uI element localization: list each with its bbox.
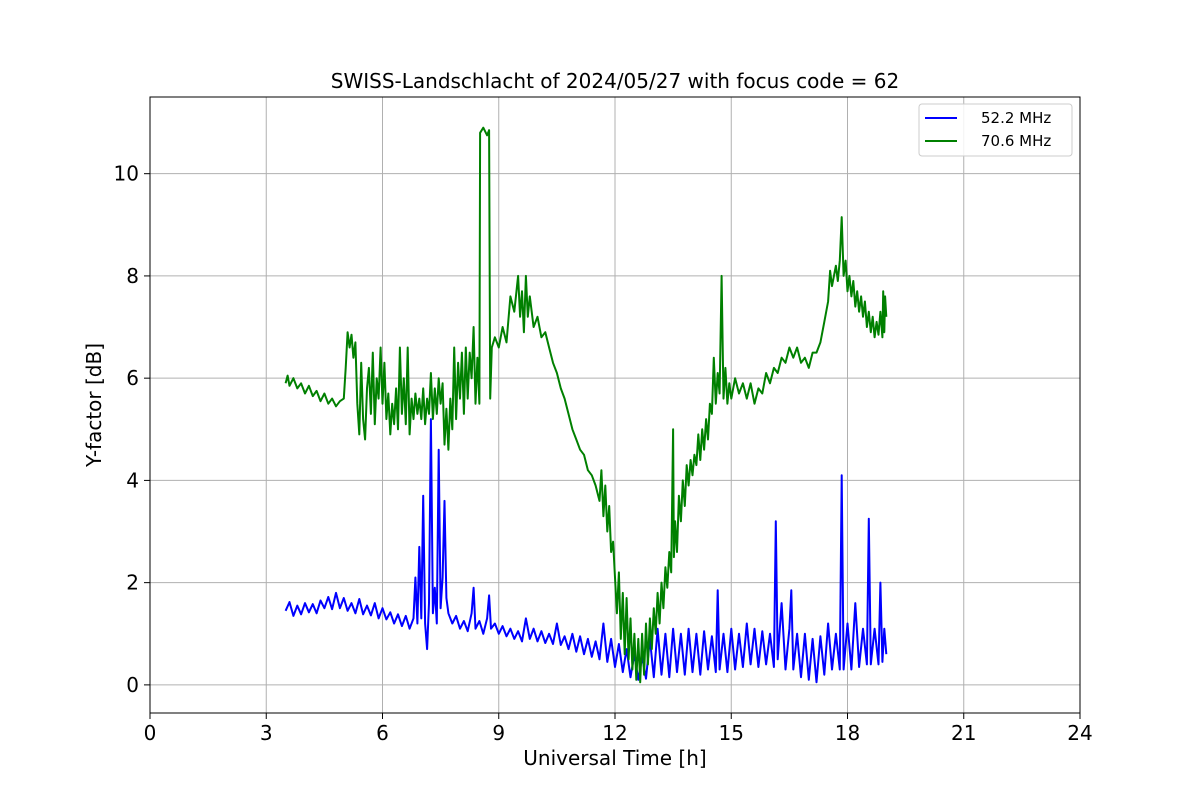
legend: 52.2 MHz 70.6 MHz xyxy=(918,103,1073,157)
x-tick-label: 21 xyxy=(951,721,976,745)
x-gridlines xyxy=(149,97,1081,713)
x-tick-label: 9 xyxy=(492,721,505,745)
y-tick-label: 0 xyxy=(126,673,139,697)
y-tick-label: 10 xyxy=(114,162,139,186)
y-axis-ticks: 0 2 4 6 8 10 xyxy=(114,162,150,697)
series-line-0 xyxy=(284,418,888,684)
x-tick-label: 15 xyxy=(719,721,744,745)
x-tick-label: 12 xyxy=(602,721,627,745)
x-tick-label: 24 xyxy=(1067,721,1092,745)
y-gridlines xyxy=(150,173,1080,686)
x-axis-ticks: 0 3 6 9 12 15 18 21 24 xyxy=(144,713,1093,745)
x-tick-label: 18 xyxy=(835,721,860,745)
x-tick-label: 0 xyxy=(144,721,157,745)
y-tick-label: 4 xyxy=(126,468,139,492)
x-tick-label: 6 xyxy=(376,721,389,745)
chart-title: SWISS-Landschlacht of 2024/05/27 with fo… xyxy=(331,69,899,93)
legend-box xyxy=(918,103,1073,157)
y-tick-label: 2 xyxy=(126,571,139,595)
y-axis-label: Y-factor [dB] xyxy=(82,343,106,468)
y-tick-label: 6 xyxy=(126,366,139,390)
series-line-1 xyxy=(284,126,888,684)
x-axis-label: Universal Time [h] xyxy=(523,746,706,770)
x-tick-label: 3 xyxy=(260,721,273,745)
plot-series xyxy=(284,126,888,684)
legend-label-70-mhz: 70.6 MHz xyxy=(981,132,1051,150)
y-tick-label: 8 xyxy=(126,264,139,288)
legend-label-52-mhz: 52.2 MHz xyxy=(981,109,1051,127)
